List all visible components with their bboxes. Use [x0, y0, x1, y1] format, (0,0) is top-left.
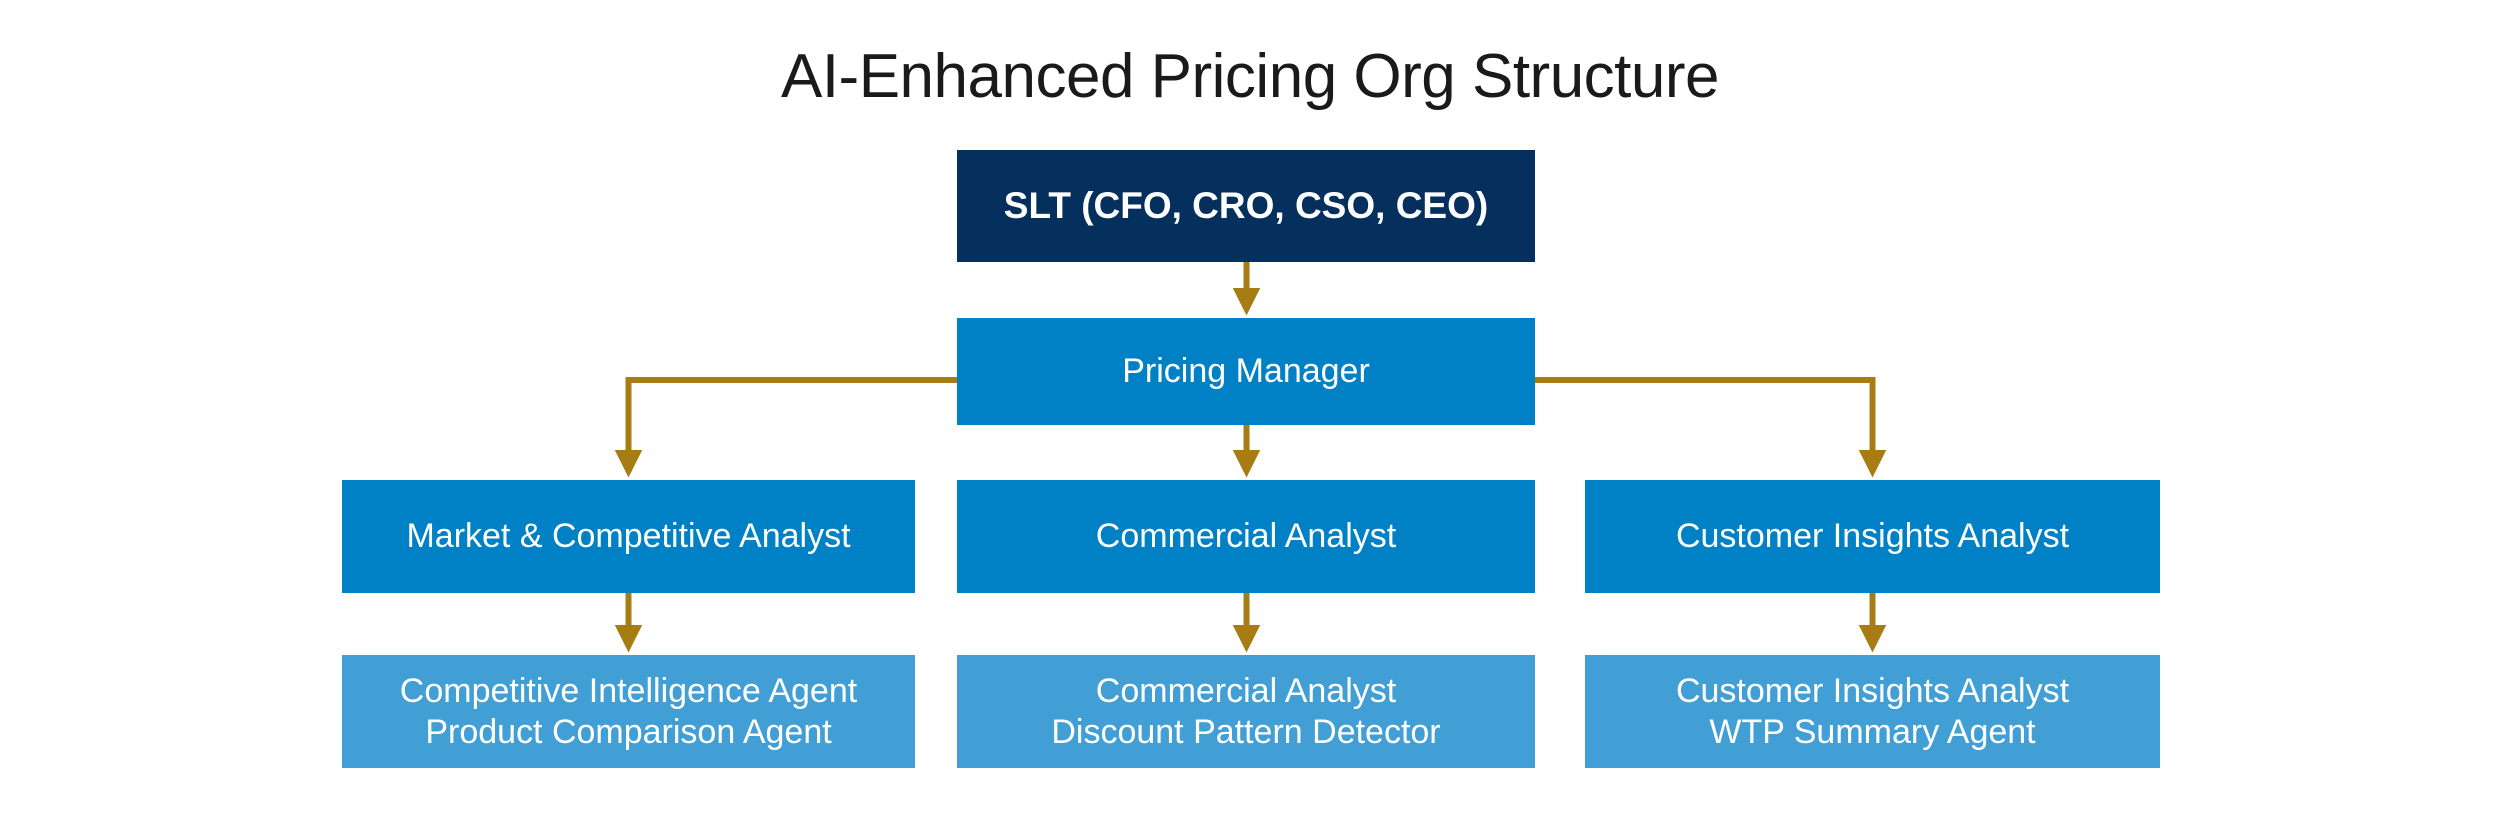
org-box-pricing-manager: Pricing Manager: [957, 318, 1535, 425]
org-box-slt-label: SLT (CFO, CRO, CSO, CEO): [1003, 185, 1489, 227]
agent-label-line1: Customer Insights Analyst: [1675, 672, 2070, 711]
org-box-customer-insights-analyst-label: Customer Insights Analyst: [1675, 517, 2070, 556]
org-box-competitive-intelligence-agents: Competitive Intelligence Agent Product C…: [342, 655, 915, 768]
org-box-customer-insights-agents: Customer Insights Analyst WTP Summary Ag…: [1585, 655, 2160, 768]
org-box-commercial-analyst-label: Commercial Analyst: [1095, 517, 1397, 556]
agent-label-line2: Product Comparison Agent: [425, 712, 832, 751]
agent-label-line2: Discount Pattern Detector: [1051, 712, 1441, 751]
org-box-commercial-analyst: Commercial Analyst: [957, 480, 1535, 593]
org-box-market-competitive-analyst: Market & Competitive Analyst: [342, 480, 915, 593]
agent-label-line1: Competitive Intelligence Agent: [399, 672, 858, 711]
agent-label-line1: Commercial Analyst: [1095, 672, 1397, 711]
page-title: AI-Enhanced Pricing Org Structure: [780, 42, 1720, 111]
org-box-market-competitive-analyst-label: Market & Competitive Analyst: [406, 517, 851, 556]
agent-label-line2: WTP Summary Agent: [1709, 712, 2036, 751]
connector-manager-to-customer-insights-analyst: [1535, 377, 1887, 478]
org-box-customer-insights-analyst: Customer Insights Analyst: [1585, 480, 2160, 593]
org-box-commercial-analyst-agents: Commercial Analyst Discount Pattern Dete…: [957, 655, 1535, 768]
org-box-pricing-manager-label: Pricing Manager: [1122, 352, 1370, 391]
org-box-slt: SLT (CFO, CRO, CSO, CEO): [957, 150, 1535, 262]
connector-manager-to-market-analyst: [614, 377, 957, 478]
